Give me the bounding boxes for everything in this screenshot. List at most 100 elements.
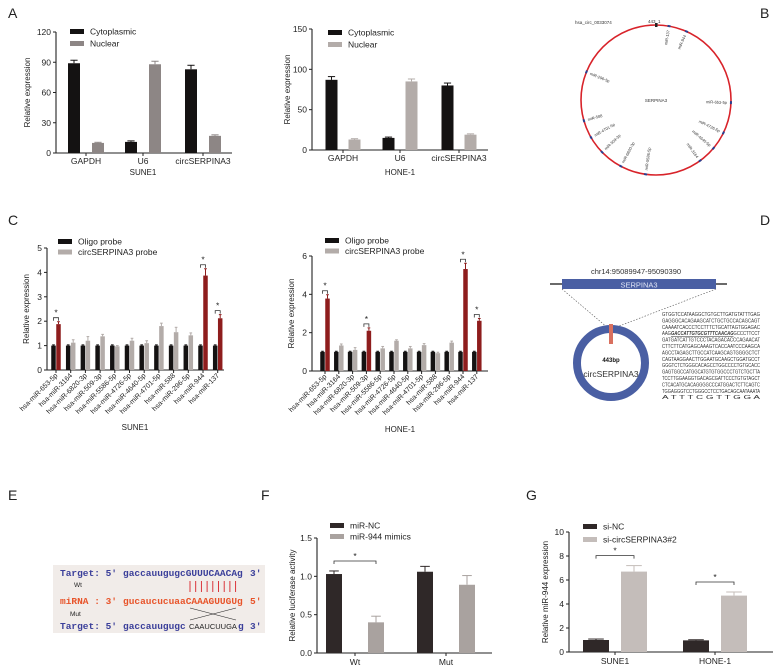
bar — [51, 345, 56, 370]
significance-bracket — [333, 560, 377, 564]
mirna-site-marker — [584, 70, 588, 74]
bar — [334, 351, 339, 371]
x-tick-label: GAPDH — [71, 156, 101, 166]
y-tick-label: 0.5 — [300, 610, 312, 620]
legend-label: Oligo probe — [78, 237, 122, 247]
gene-coords: chr14:95089947-95090390 — [591, 267, 681, 276]
y-tick-label: 0 — [37, 365, 42, 375]
panel-label-d: D — [760, 212, 770, 228]
legend-swatch — [583, 524, 597, 529]
mirna-site-label: miR-6820-3p — [620, 140, 636, 163]
bar — [326, 574, 342, 653]
mirna-site-label: miR-137 — [663, 29, 671, 46]
y-tick-label: 0 — [302, 145, 307, 155]
bar — [347, 351, 353, 371]
circ-name: circSERPINA3 — [583, 369, 639, 379]
bar — [203, 275, 208, 370]
mut-target-seq: Target: 5' gaccauugugc CAAUCUUGA g 3' — [60, 621, 261, 632]
bar — [368, 622, 384, 653]
y-axis-label: Relative expression — [283, 55, 292, 125]
y-tick-label: 6 — [302, 251, 307, 261]
legend-swatch — [330, 523, 344, 528]
bar — [65, 345, 71, 370]
significance-bracket — [695, 581, 735, 585]
sequence-line: GAGGGCACAGAAGCATCTGCTGCCACAGCAGT — [662, 318, 761, 324]
x-axis-label: HONE-1 — [385, 168, 416, 177]
mirna-site-label: miR-4726-5p — [698, 119, 722, 134]
bar — [95, 345, 100, 370]
mirna-site-label: miR-944 — [676, 33, 687, 50]
bar — [325, 298, 330, 371]
bar — [320, 351, 325, 371]
bar — [159, 326, 164, 370]
x-tick-label: circSERPINA3 — [175, 156, 231, 166]
bar — [92, 142, 104, 153]
bar — [154, 345, 159, 370]
panel-label-g: G — [526, 487, 537, 503]
mut-label: Mut — [70, 611, 81, 618]
y-axis-label: Relative expression — [22, 274, 31, 344]
bar-chart-2: 0 50 100 150 Relative expression GAPDH U6 circS… — [283, 24, 488, 177]
mirna-site-label: miR-653-5p — [706, 99, 728, 105]
sequence-line: GGGTCTCTGGGCACAGCCTGGCCCCTGTGCACC — [662, 363, 760, 369]
y-axis-label: Relative luciferase activity — [288, 549, 297, 641]
mirna-site-marker — [698, 158, 702, 163]
bar — [464, 134, 477, 150]
mirna-site-marker — [667, 24, 671, 28]
significance-star: * — [461, 249, 465, 259]
x-axis-label: SUNE1 — [130, 168, 157, 177]
legend-swatch — [70, 29, 84, 34]
bar — [463, 269, 468, 371]
bar — [449, 342, 454, 371]
legend-swatch — [330, 534, 344, 539]
bar — [380, 348, 385, 371]
gene-name: SERPINA3 — [620, 281, 657, 290]
significance-bracket — [473, 314, 480, 318]
y-tick-label: 2 — [559, 623, 564, 633]
bar — [56, 324, 61, 370]
sequence-line: CTTCTTCATGAGCAAAGTCACCAATCCCAAGCA — [662, 344, 760, 350]
x-tick-label: U6 — [395, 153, 406, 163]
mirna-site-marker — [643, 173, 648, 176]
significance-star: * — [365, 314, 369, 324]
legend-label: si-NC — [603, 522, 624, 532]
x-tick-label: HONE-1 — [699, 656, 731, 666]
mirna-site-marker — [711, 146, 716, 151]
y-tick-label: 0 — [46, 148, 51, 158]
gene-diagram: chr14:95089947-95090390 SERPINA3 443bp c… — [550, 267, 761, 401]
x-tick-label: circSERPINA3 — [431, 153, 487, 163]
sequence-line: A T T T C G T T G G A — [662, 395, 761, 401]
bar-chart-1: 0 30 60 90 120 Relative expression GAPDH U6 circ… — [23, 27, 232, 177]
mirna-site-marker — [589, 135, 593, 140]
y-axis-label: Relative expression — [23, 58, 32, 128]
mirna-site-label: miR-3164 — [686, 142, 701, 160]
x-tick-label: GAPDH — [328, 153, 358, 163]
mirna-site-label: miR-588 — [587, 113, 604, 122]
significance-bracket — [214, 310, 221, 314]
sequence-line: CTCACATGCACAGGGGCCCATGGACTCTTCAGTC — [662, 382, 760, 388]
bar — [129, 340, 135, 370]
bar — [149, 64, 161, 153]
circ-map: hsa_circ_0033074 443_1 SERPINA3 miR-944 m… — [575, 19, 733, 176]
significance-star: * — [323, 281, 327, 291]
mirna-site-label: miR-5586-5p — [644, 146, 652, 170]
legend-label: Nuclear — [348, 40, 377, 50]
legend-label: Oligo probe — [345, 236, 389, 246]
bar — [361, 351, 367, 371]
y-tick-label: 60 — [42, 88, 52, 98]
y-tick-label: 4 — [302, 289, 307, 299]
mirna-site-label: miR-4701-5p — [593, 121, 616, 137]
bar — [173, 332, 179, 370]
bar — [100, 336, 105, 370]
bar — [168, 345, 174, 370]
y-tick-label: 1 — [37, 341, 42, 351]
y-tick-label: 30 — [42, 118, 52, 128]
sequence-line: CAGTAAGGAACTTGGAATGCAAGCTGGATGCCT — [662, 357, 761, 363]
y-tick-label: 2 — [37, 316, 42, 326]
bar — [70, 342, 76, 370]
y-axis-label: Relative expression — [287, 279, 296, 349]
bar — [325, 79, 338, 150]
mirna-site-marker — [684, 29, 689, 34]
y-tick-label: 2 — [302, 328, 307, 338]
